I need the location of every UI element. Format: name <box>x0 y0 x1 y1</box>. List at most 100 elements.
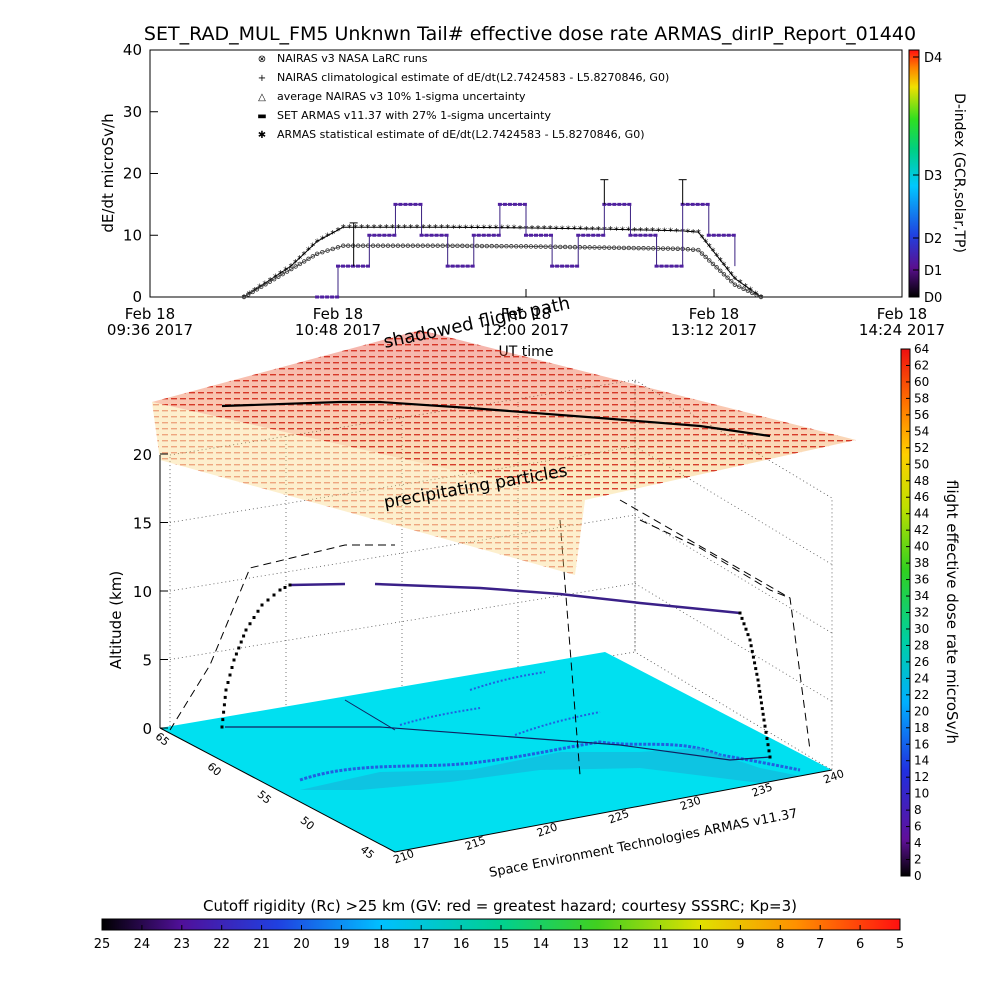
series-nairas-point: * <box>439 223 444 234</box>
series-nairas-point: * <box>414 223 419 234</box>
series-average-nairas-point <box>543 244 548 249</box>
series-armas-point <box>393 202 398 206</box>
series-armas-point <box>576 233 581 237</box>
lat-tick-label: 55 <box>255 788 274 807</box>
series-average-nairas-point <box>611 245 617 250</box>
top-legend: ⊗ NAIRAS v3 NASA LaRC runs + NAIRAS climato… <box>257 52 669 141</box>
dose-tick-label: 30 <box>914 622 929 636</box>
series-average-nairas-point <box>415 243 421 248</box>
series-average-nairas-point <box>250 289 255 295</box>
descent-point <box>742 622 746 626</box>
series-nairas-point: * <box>511 224 516 235</box>
series-average-nairas-point <box>320 249 325 255</box>
series-nairas-point: * <box>578 225 583 236</box>
precipitation-sheet <box>152 330 856 500</box>
series-average-nairas-point <box>310 254 316 259</box>
series-armas-point <box>486 233 491 237</box>
series-nairas-point: * <box>325 232 330 243</box>
series-nairas-point: * <box>608 225 613 236</box>
ascent-point <box>288 583 292 587</box>
dindex-tick-label: D0 <box>924 291 942 306</box>
series-armas-point <box>628 233 633 237</box>
series-average-nairas-point <box>660 246 666 251</box>
series-nairas-point: * <box>718 256 723 267</box>
series-average-nairas-point <box>420 243 425 248</box>
series-armas-point <box>408 202 413 206</box>
series-armas-point <box>669 264 674 268</box>
series-nairas-point: * <box>445 223 450 234</box>
series-armas-point <box>524 233 528 237</box>
series-armas-point <box>507 202 512 206</box>
series-average-nairas-point <box>375 243 381 248</box>
series-average-nairas-point <box>641 246 646 251</box>
series-nairas-point: * <box>650 226 655 237</box>
dose-tick-label: 32 <box>914 606 929 620</box>
precipitation-sheet-lower <box>152 402 585 575</box>
dose-tick-label: 38 <box>914 556 929 570</box>
series-average-nairas-point <box>504 244 509 249</box>
series-average-nairas-point <box>410 243 416 248</box>
series-average-nairas-point <box>400 243 406 248</box>
dindex-tick-label: D4 <box>924 51 942 66</box>
series-average-nairas-point <box>405 243 411 248</box>
descent-point <box>749 644 753 648</box>
series-nairas-point: * <box>542 224 547 235</box>
cutoff-label: Cutoff rigidity (Rc) >25 km (GV: red = g… <box>203 897 797 915</box>
series-average-nairas-point <box>263 282 268 287</box>
dose-tick-label: 58 <box>914 391 929 405</box>
series-average-nairas-point <box>725 275 730 280</box>
series-armas-point <box>419 233 424 237</box>
ascent-point <box>237 646 241 650</box>
series-nairas-point: * <box>590 225 595 236</box>
series-armas-point <box>607 202 612 206</box>
series-average-nairas-point <box>616 245 622 251</box>
chart-title: SET_RAD_MUL_FM5 Unknwn Tail# effective d… <box>144 23 916 45</box>
series-armas-point <box>638 233 643 237</box>
series-average-nairas-point <box>621 245 627 251</box>
dose-tick-label: 52 <box>914 441 929 455</box>
altitude-label: Altitude (km) <box>107 571 125 669</box>
series-average-nairas-point <box>626 245 632 251</box>
cutoff-ticks: 25 24 23 22 21 20 19 18 17 16 15 14 13 12 11 10 9 8 7 6 5 <box>94 925 904 952</box>
series-armas-point <box>512 202 517 206</box>
series-average-nairas-point <box>280 271 285 277</box>
series-armas-point <box>731 233 736 237</box>
series-average-nairas-point <box>754 292 759 298</box>
dose-tick-label: 42 <box>914 523 929 537</box>
top-x-tick-label: 13:12 2017 <box>671 321 757 339</box>
series-average-nairas-point <box>690 247 696 252</box>
series-nairas-point: * <box>341 223 346 234</box>
series-armas-point <box>346 264 350 268</box>
series-nairas-point: * <box>427 223 432 234</box>
series-average-nairas-point <box>450 243 455 248</box>
dose-tick-label: 16 <box>914 737 929 751</box>
top-y-tick-label: 20 <box>123 165 142 183</box>
series-average-nairas-point <box>587 245 592 250</box>
dose-tick-label: 60 <box>914 375 929 389</box>
series-armas-point <box>581 233 586 237</box>
series-armas-point <box>367 233 372 237</box>
series-average-nairas-point <box>696 247 701 253</box>
dose-tick-label: 40 <box>914 540 929 554</box>
ascent-point <box>232 658 236 662</box>
descent-point <box>766 743 770 747</box>
altitude-tick-label: 15 <box>133 515 152 533</box>
descent-point <box>755 672 759 676</box>
legend-entry: SET ARMAS v11.37 with 27% 1-sigma uncert… <box>277 109 551 122</box>
series-average-nairas-point <box>509 244 514 249</box>
dose-tick-label: 48 <box>914 474 929 488</box>
ground-track-diag <box>344 699 396 731</box>
series-armas-point <box>596 233 601 237</box>
series-average-nairas-point <box>597 245 602 250</box>
ascent-point <box>242 634 246 638</box>
series-armas-point <box>491 233 496 237</box>
altitude-tick-label: 0 <box>142 720 152 738</box>
series-average-nairas-point <box>707 258 712 263</box>
series-average-nairas-point <box>489 243 494 249</box>
cutoff-tick-label: 23 <box>174 937 191 952</box>
series-armas-point <box>674 264 679 268</box>
series-average-nairas-point <box>651 246 656 251</box>
lat-tick-label: 60 <box>205 760 224 779</box>
ascent-point <box>278 588 282 592</box>
descent-point <box>757 684 761 688</box>
